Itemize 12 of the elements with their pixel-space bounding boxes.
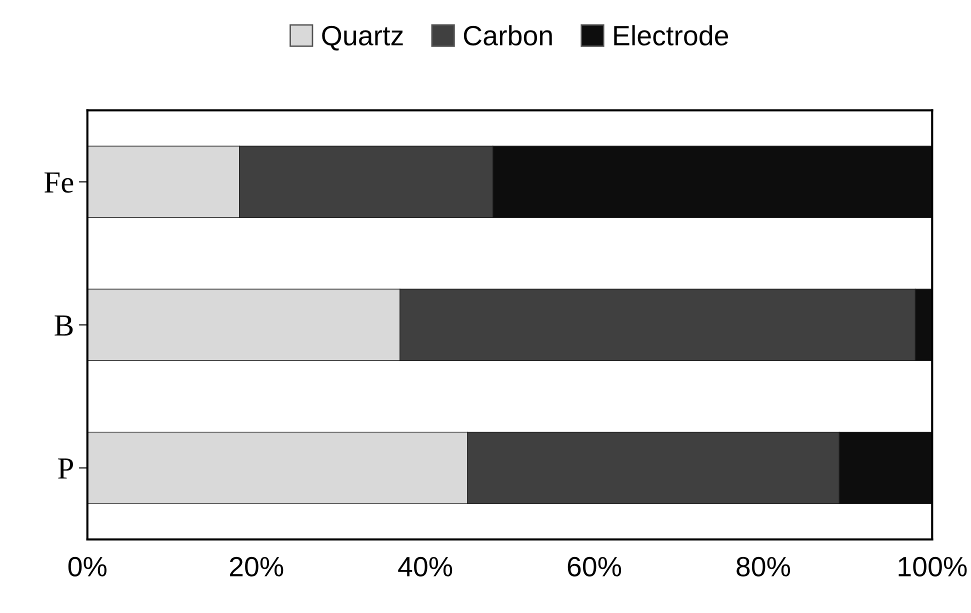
x-tick-label: 80% [736,556,790,577]
legend-label: Carbon [464,25,552,46]
legend-label: Electrode [614,25,728,46]
x-tick-label: 20% [230,556,284,577]
y-tick-label: P [58,458,73,479]
y-tick-label: B [54,315,73,336]
x-tick-label: 40% [398,556,452,577]
x-tick-label: 0% [68,556,106,577]
x-tick-label: 100% [898,556,967,577]
legend-label: Quartz [322,26,403,50]
y-tick-label: Fe [44,172,74,193]
x-tick-label: 60% [568,556,622,577]
